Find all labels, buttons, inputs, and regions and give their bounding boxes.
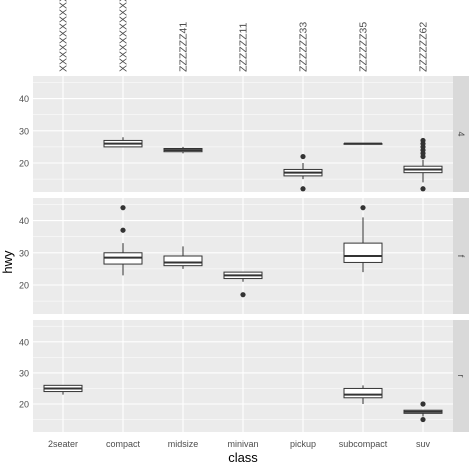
top-category-labels: XXXXXXXXXXXXXX XXXXXXXXXXXXXX ZZZZZZ41 ZZZZ… [58, 0, 430, 72]
x-tick-label: subcompact [339, 439, 388, 449]
box-body [343, 242, 383, 263]
facet-panels: 20 30 40 4 20 30 40 f 20 30 40 r [19, 76, 469, 432]
top-label-midsize: ZZZZZZ41 [178, 22, 190, 72]
top-label-minivan: ZZZZZZ11 [238, 22, 250, 72]
outlier-point [240, 292, 246, 298]
facet-strip [453, 320, 469, 432]
facet-strip-label: f [456, 255, 466, 258]
box-subcompact [343, 385, 383, 404]
top-label-2seater: XXXXXXXXXXXXXX [58, 0, 70, 72]
outlier-point [120, 227, 126, 233]
y-tick-label: 20 [19, 159, 29, 169]
outlier-point [420, 186, 426, 192]
box-minivan [223, 271, 263, 298]
outlier-point [120, 205, 126, 211]
y-tick-label: 30 [19, 126, 29, 136]
x-tick-label: minivan [227, 439, 258, 449]
box-2seater [43, 384, 83, 395]
outlier-point [420, 137, 426, 144]
y-tick-label: 40 [19, 216, 29, 226]
x-axis-tick-labels: 2seater compact midsize minivan pickup subcom… [48, 439, 431, 449]
y-tick-label: 40 [19, 337, 29, 347]
facet-strip-label: r [456, 375, 466, 378]
facet-strip-label: 4 [456, 131, 466, 136]
y-tick-label: 20 [19, 400, 29, 410]
y-tick-label: 40 [19, 94, 29, 104]
facet-panel-4: 20 30 40 4 [19, 76, 469, 192]
x-tick-label: suv [416, 439, 431, 449]
top-label-suv: ZZZZZZ62 [418, 22, 430, 72]
y-axis-title: hwy [0, 250, 15, 274]
box-body [163, 255, 203, 267]
box-suv [403, 401, 443, 423]
box-subcompact [343, 205, 383, 273]
x-tick-label: pickup [290, 439, 316, 449]
facet-panel-r: 20 30 40 r [19, 320, 469, 432]
outlier-point [300, 153, 306, 160]
x-axis-title: class [228, 450, 258, 465]
box-compact [103, 205, 143, 276]
box-compact [103, 137, 143, 148]
y-tick-label: 20 [19, 281, 29, 291]
box-midsize [163, 246, 203, 269]
box-suv [403, 137, 443, 192]
facet-panel-f: 20 30 40 f [19, 198, 469, 314]
top-label-compact: XXXXXXXXXXXXXX [118, 0, 130, 72]
outlier-point [420, 401, 426, 407]
x-tick-label: midsize [168, 439, 199, 449]
outlier-point [360, 205, 366, 211]
y-tick-label: 30 [19, 368, 29, 378]
y-tick-label: 30 [19, 248, 29, 258]
outlier-point [300, 186, 306, 192]
x-tick-label: compact [106, 439, 141, 449]
top-label-pickup: ZZZZZZ33 [298, 22, 310, 72]
top-label-subcompact: ZZZZZZ35 [358, 22, 370, 72]
x-tick-label: 2seater [48, 439, 78, 449]
outlier-point [420, 416, 426, 423]
box-midsize [163, 146, 203, 154]
facet-strip [453, 76, 469, 192]
facet-strip [453, 198, 469, 314]
box-body [343, 387, 383, 399]
box-subcompact [343, 142, 383, 145]
box-pickup [283, 153, 323, 192]
